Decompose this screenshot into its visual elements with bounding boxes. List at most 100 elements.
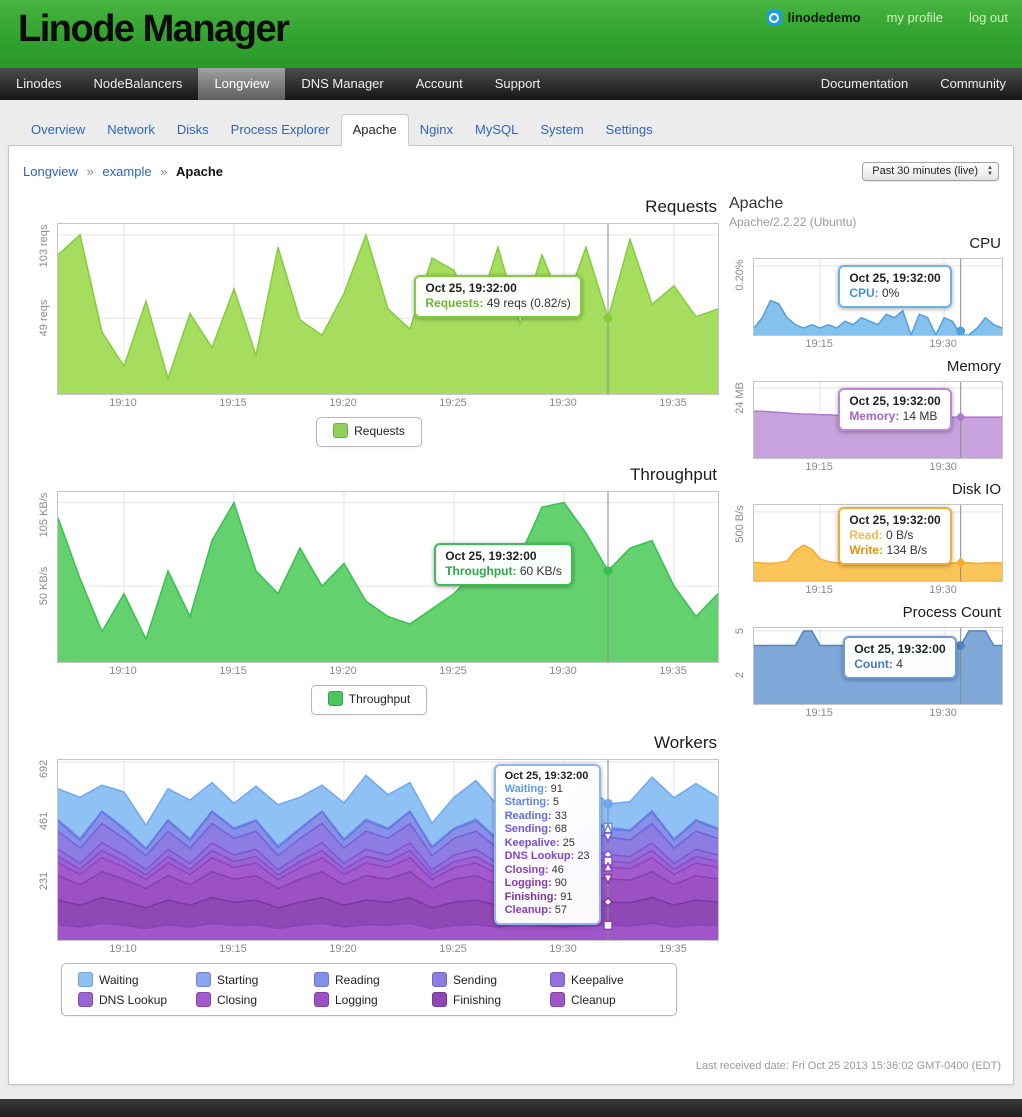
legend-item[interactable]: Throughput (327, 691, 410, 706)
nav-item-community[interactable]: Community (940, 76, 1006, 91)
y-axis-label: 24 MB (734, 382, 746, 414)
legend-item[interactable]: Cleanup (550, 992, 660, 1007)
breadcrumb: Longview » example » Apache (23, 164, 223, 179)
nav-item-linodes[interactable]: Linodes (16, 76, 62, 91)
x-tick-label: 19:30 (929, 584, 957, 596)
breadcrumb-example-link[interactable]: example (102, 164, 152, 179)
chart-tooltip: Oct 25, 19:32:00 Requests: 49 reqs (0.82/… (414, 275, 582, 318)
tab-mysql[interactable]: MySQL (474, 122, 519, 137)
main-charts-column: Requests 103 reqs 49 reqs Oct 25, 19:32:00… (21, 195, 719, 1034)
y-axis-label: 692 (38, 759, 50, 779)
legend-swatch-icon (314, 992, 329, 1007)
memory-chart[interactable]: 24 MB Oct 25, 19:32:00 Memory: 14 MB (734, 381, 1003, 459)
legend-label: Keepalive (571, 972, 624, 987)
y-axis-label: 500 B/s (734, 504, 746, 543)
tab-nginx[interactable]: Nginx (419, 122, 453, 137)
legend-item[interactable]: Starting (196, 972, 306, 987)
throughput-chart[interactable]: 105 KB/s 50 KB/s Oct 25, 19:32:00 Throughpu… (38, 491, 719, 663)
legend-item[interactable]: Closing (196, 992, 306, 1007)
tab-disks[interactable]: Disks (176, 122, 209, 137)
throughput-chart-section: Throughput 105 KB/s 50 KB/s Oct 25, 19:32:… (21, 465, 719, 715)
legend-box: Requests (316, 417, 422, 447)
legend-label: Reading (335, 972, 380, 987)
nav-item-dns-manager[interactable]: DNS Manager (301, 76, 384, 91)
nav-item-nodebalancers[interactable]: NodeBalancers (93, 76, 183, 91)
x-tick-label: 19:20 (329, 665, 357, 677)
cpu-chart[interactable]: 0.20% Oct 25, 19:32:00 CPU: 0% (734, 258, 1003, 336)
tab-overview[interactable]: Overview (31, 122, 86, 137)
breadcrumb-longview-link[interactable]: Longview (23, 164, 78, 179)
legend-swatch-icon (432, 972, 447, 987)
select-arrows-icon: ▲ ▼ (987, 165, 993, 177)
header-user-area: linodedemo my profile log out (766, 10, 1008, 25)
y-axis-label: 105 KB/s (38, 492, 50, 537)
workers-chart[interactable]: 692 461 231 Oct 25, 19:32:00 Waiting: 91 Star… (38, 759, 719, 941)
requests-legend: Requests (21, 417, 717, 447)
x-tick-label: 19:30 (549, 397, 577, 409)
legend-swatch-icon (196, 992, 211, 1007)
workers-chart-title: Workers (654, 733, 717, 752)
process-count-chart[interactable]: 5 2 Oct 25, 19:32:00 Count: 4 (734, 627, 1003, 705)
user-menu[interactable]: linodedemo (766, 10, 861, 25)
nav-item-support[interactable]: Support (494, 76, 541, 91)
memory-chart-section: Memory 24 MB Oct 25, 19:32:00 Memory: 14 M… (729, 358, 1003, 475)
last-received-date: Last received date: Fri Oct 25 2013 15:3… (695, 1060, 1001, 1072)
x-tick-label: 19:30 (929, 461, 957, 473)
memory-chart-title: Memory (946, 358, 1001, 375)
nav-item-account[interactable]: Account (415, 76, 463, 91)
legend-item[interactable]: Logging (314, 992, 424, 1007)
nav-item-documentation[interactable]: Documentation (820, 76, 909, 91)
legend-swatch-icon (550, 992, 565, 1007)
legend-label: Starting (217, 972, 259, 987)
bottom-bar (0, 1099, 1022, 1117)
y-axis-label: 0.20% (734, 258, 746, 291)
legend-label: Logging (335, 992, 378, 1007)
legend-label: Waiting (99, 972, 139, 987)
legend-label: Finishing (453, 992, 502, 1007)
requests-chart-section: Requests 103 reqs 49 reqs Oct 25, 19:32:00… (21, 197, 719, 447)
cpu-chart-title: CPU (969, 235, 1001, 252)
requests-chart[interactable]: 103 reqs 49 reqs Oct 25, 19:32:00 Requests:… (38, 223, 719, 395)
tab-network[interactable]: Network (107, 122, 155, 137)
workers-chart-section: Workers 692 461 231 Oct 25, 19:32:00 Waiting… (21, 733, 719, 1016)
diskio-chart-title: Disk IO (951, 481, 1001, 498)
legend-item[interactable]: Reading (314, 972, 424, 987)
workers-x-axis: 19:10 19:15 19:20 19:25 19:30 19:35 (57, 941, 717, 957)
nav-item-longview[interactable]: Longview (198, 68, 286, 100)
legend-item[interactable]: Waiting (78, 972, 188, 987)
legend-label: Requests (354, 423, 405, 438)
x-tick-label: 19:15 (805, 707, 833, 719)
legend-label: Cleanup (571, 992, 616, 1007)
y-axis-label: 103 reqs (38, 224, 50, 267)
legend-item[interactable]: Requests (333, 423, 405, 438)
legend-box: Throughput (310, 685, 428, 715)
legend-item[interactable]: DNS Lookup (78, 992, 188, 1007)
log-out-link[interactable]: log out (968, 10, 1008, 25)
marker-dot (603, 313, 613, 323)
legend-swatch-icon (333, 423, 349, 438)
legend-item[interactable]: Finishing (432, 992, 542, 1007)
my-profile-link[interactable]: my profile (886, 10, 943, 25)
y-axis-label: 461 (38, 812, 50, 831)
tab-system[interactable]: System (540, 122, 584, 137)
requests-chart-title: Requests (645, 197, 717, 216)
x-tick-label: 19:35 (659, 943, 687, 955)
legend-item[interactable]: Sending (432, 972, 542, 987)
x-tick-label: 19:25 (439, 397, 467, 409)
legend-item[interactable]: Keepalive (550, 972, 660, 987)
tab-process-explorer[interactable]: Process Explorer (230, 122, 330, 137)
x-tick-label: 19:35 (659, 665, 687, 677)
x-tick-label: 19:15 (219, 943, 247, 955)
throughput-x-axis: 19:10 19:15 19:20 19:25 19:30 19:35 (57, 663, 717, 679)
tab-settings[interactable]: Settings (605, 122, 653, 137)
time-range-select[interactable]: Past 30 minutes (live) ▲ ▼ (862, 162, 999, 181)
diskio-chart[interactable]: 500 B/s Oct 25, 19:32:00 Read: 0 B/s Write:… (734, 504, 1003, 582)
app-header: Linode Manager linodedemo my profile log… (0, 0, 1022, 68)
x-tick-label: 19:10 (109, 665, 137, 677)
x-tick-label: 19:15 (219, 397, 247, 409)
tab-apache[interactable]: Apache (340, 114, 409, 146)
breadcrumb-current: Apache (176, 164, 224, 179)
diskio-chart-section: Disk IO 500 B/s Oct 25, 19:32:00 Read: 0 B… (729, 481, 1003, 598)
x-tick-label: 19:25 (439, 665, 467, 677)
marker-dot (956, 641, 966, 651)
